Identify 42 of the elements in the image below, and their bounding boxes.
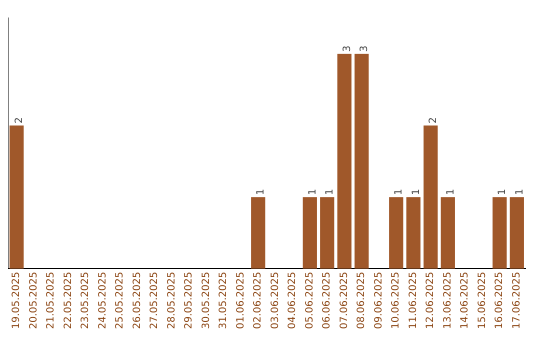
x-tick-label: 19.05.2025 [11, 272, 22, 330]
x-tick-label: 07.06.2025 [338, 272, 350, 330]
x-tick-label: 29.05.2025 [184, 272, 195, 330]
x-tick-label: 10.06.2025 [390, 272, 402, 330]
data-label: 1 [307, 188, 318, 196]
data-label: 1 [324, 188, 336, 196]
x-tick-label: 25.05.2025 [114, 272, 126, 330]
x-tick-label: 15.06.2025 [476, 272, 488, 330]
x-tick-label: 31.05.2025 [218, 272, 230, 330]
x-tick-label: 08.06.2025 [356, 272, 368, 330]
x-tick-label: 20.05.2025 [28, 272, 40, 330]
x-tick-label: 30.05.2025 [200, 272, 212, 330]
data-label: 2 [14, 117, 26, 124]
x-tick-label: 13.06.2025 [442, 272, 454, 330]
x-tick-label: 03.06.2025 [270, 272, 281, 330]
x-tick-label: 27.05.2025 [149, 272, 160, 330]
x-tick-label: 14.06.2025 [460, 272, 471, 330]
data-label: 1 [394, 188, 405, 196]
x-tick-label: 28.05.2025 [166, 272, 178, 330]
x-tick-label: 17.06.2025 [511, 272, 522, 330]
x-tick-label: 09.06.2025 [373, 272, 384, 330]
data-label: 1 [497, 188, 508, 196]
x-tick-label: 04.06.2025 [287, 272, 298, 330]
x-tick-label: 05.06.2025 [304, 272, 316, 330]
x-tick-label: 02.06.2025 [252, 272, 264, 330]
data-label: 2 [428, 117, 440, 124]
x-tick-label: 16.06.2025 [494, 272, 506, 330]
x-tick-label: 12.06.2025 [425, 272, 436, 330]
data-label: 3 [359, 45, 370, 52]
x-tick-label: 26.05.2025 [132, 272, 143, 330]
data-label: 3 [342, 45, 353, 52]
x-tick-label: 06.06.2025 [322, 272, 333, 330]
x-tick-label: 22.05.2025 [62, 272, 74, 330]
x-tick-label: 23.05.2025 [80, 272, 92, 330]
data-label: 1 [445, 188, 456, 196]
x-tick-label: 11.06.2025 [408, 272, 419, 330]
x-tick-label: 24.05.2025 [97, 272, 108, 330]
data-label: 1 [514, 188, 526, 196]
data-label: 1 [256, 188, 267, 196]
data-label: 1 [410, 188, 422, 196]
x-tick-label: 21.05.2025 [46, 272, 57, 330]
x-tick-label: 01.06.2025 [235, 272, 246, 330]
